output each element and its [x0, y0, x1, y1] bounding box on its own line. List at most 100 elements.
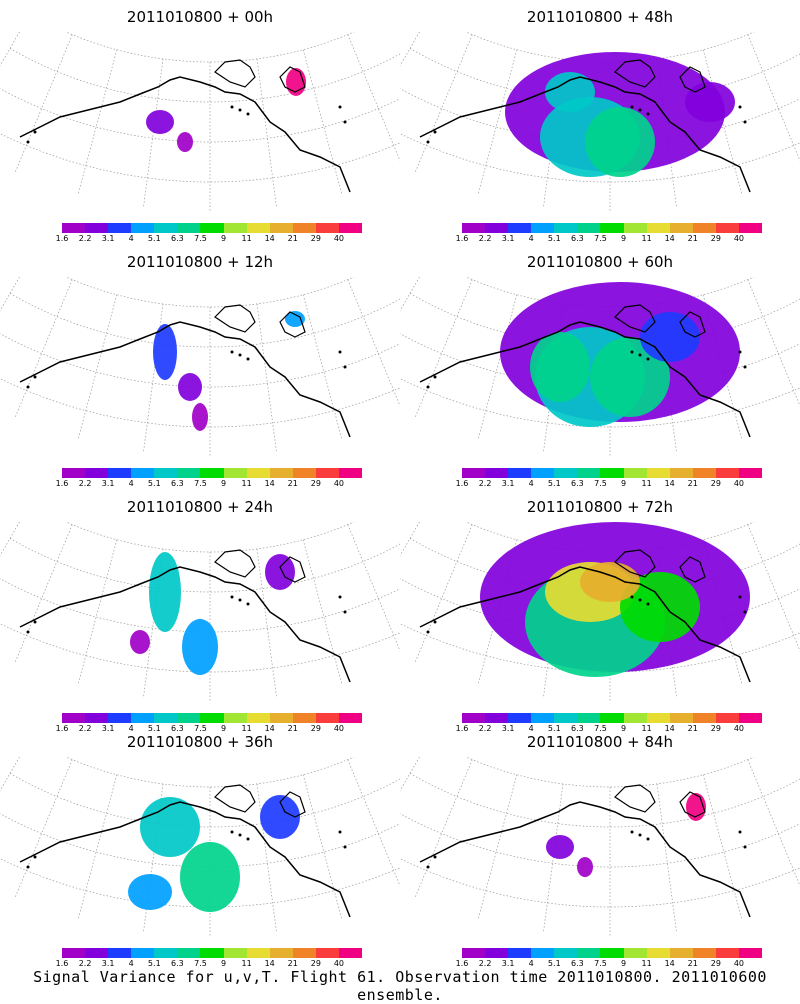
colorbar-swatch	[108, 468, 132, 478]
colorbar-swatch	[315, 948, 339, 958]
colorbar-swatch	[669, 948, 693, 958]
latitude-line	[0, 133, 400, 183]
colorbar-tick-label: 14	[264, 959, 275, 968]
polar-stereographic-map	[0, 32, 400, 212]
colorbar-swatch	[62, 223, 86, 233]
island	[230, 105, 234, 109]
island	[646, 112, 650, 116]
variance-contour	[640, 312, 700, 362]
colorbar-swatch	[600, 223, 624, 233]
colorbar-swatch	[623, 948, 647, 958]
meridian-line	[143, 58, 164, 208]
island	[638, 353, 642, 357]
forecast-panel: 2011010800 + 24h 1.6 2.2 3.1 4 5.1 6.3 7.5 9 11 14…	[0, 490, 400, 733]
colorbar-tick-label: 1.6	[455, 234, 469, 243]
colorbar-swatch	[131, 948, 155, 958]
forecast-panel: 2011010800 + 00h 1.6 2.2 3.1 4 5.1 6.3 7.5 9 11 14…	[0, 0, 400, 243]
island	[646, 357, 650, 361]
island	[630, 105, 634, 109]
meridian-line	[747, 524, 800, 652]
colorbar-tick-label: 29	[710, 234, 721, 243]
colorbar-tick-label: 5.1	[547, 479, 561, 488]
colorbar-swatch	[462, 223, 486, 233]
colorbar-labels: 1.6 2.2 3.1 4 5.1 6.3 7.5 9 11 14 21 29 40	[56, 234, 362, 244]
meridian-line	[400, 277, 420, 312]
island	[433, 375, 437, 379]
island	[343, 365, 347, 369]
polar-stereographic-map	[400, 757, 800, 937]
colorbar-swatch	[200, 223, 224, 233]
coastline	[419, 801, 751, 918]
colorbar-tick-label: 40	[333, 959, 345, 968]
island	[738, 105, 742, 109]
meridian-line	[302, 49, 343, 195]
colorbar-swatch	[292, 948, 316, 958]
hudson-bay-coast	[279, 556, 306, 583]
colorbar-swatch	[177, 948, 201, 958]
colorbar-tick-label: 7.5	[594, 479, 607, 488]
colorbar-tick-label: 21	[287, 234, 298, 243]
colorbar-tick-label: 2.2	[478, 959, 492, 968]
colorbar-tick-label: 40	[333, 724, 345, 733]
variance-contour	[146, 110, 174, 134]
island	[338, 595, 342, 599]
variance-contour	[620, 572, 700, 642]
colorbar-tick-label: 21	[287, 724, 298, 733]
meridian-line	[302, 774, 343, 920]
colorbar	[462, 948, 763, 958]
meridian-line	[77, 539, 118, 685]
colorbar-tick-label: 6.3	[171, 724, 184, 733]
colorbar-tick-label: 3.1	[101, 479, 115, 488]
colorbar-tick-label: 2.2	[78, 479, 92, 488]
colorbar-swatch	[223, 223, 247, 233]
colorbar-tick-label: 4	[128, 959, 134, 968]
colorbar-swatch	[315, 223, 339, 233]
island	[33, 620, 37, 624]
colorbar-swatch	[223, 468, 247, 478]
colorbar-swatch	[292, 223, 316, 233]
meridian-line	[400, 32, 420, 67]
meridian-line	[747, 279, 800, 407]
colorbar-swatch	[200, 948, 224, 958]
meridian-line	[143, 303, 164, 453]
island	[433, 620, 437, 624]
meridian-line	[656, 783, 677, 933]
island	[433, 855, 437, 859]
latitude-line	[65, 32, 355, 63]
colorbar-swatch	[315, 468, 339, 478]
colorbar-tick-label: 11	[641, 959, 652, 968]
polar-stereographic-map	[0, 522, 400, 702]
meridian-line	[400, 522, 420, 557]
meridian-line	[256, 303, 277, 453]
meridian-line	[390, 277, 400, 389]
colorbar-swatch	[577, 713, 601, 723]
colorbar-labels: 1.6 2.2 3.1 4 5.1 6.3 7.5 9 11 14 21 29 40	[456, 724, 762, 734]
colorbar-tick-label: 2.2	[78, 724, 92, 733]
forecast-panel: 2011010800 + 12h 1.6 2.2 3.1 4 5.1 6.3 7.5 9 11 14…	[0, 245, 400, 488]
arctic-islands	[214, 549, 256, 578]
colorbar-tick-label: 29	[710, 959, 721, 968]
hudson-bay-coast	[679, 791, 706, 818]
colorbar-swatch	[131, 468, 155, 478]
meridian-line	[477, 294, 518, 440]
colorbar-tick-label: 21	[687, 724, 698, 733]
colorbar-swatch	[508, 468, 532, 478]
latitude-line	[9, 48, 400, 103]
island	[638, 598, 642, 602]
colorbar-swatch	[669, 713, 693, 723]
colorbar-swatch	[531, 223, 555, 233]
colorbar-swatch	[154, 713, 178, 723]
colorbar-swatch	[62, 468, 86, 478]
colorbar-tick-label: 1.6	[55, 959, 69, 968]
island	[646, 837, 650, 841]
colorbar-swatch	[623, 223, 647, 233]
coastline	[419, 76, 751, 193]
latitude-line	[409, 773, 800, 828]
island	[343, 120, 347, 124]
colorbar-tick-label: 9	[220, 234, 227, 243]
colorbar-swatch	[269, 468, 293, 478]
island	[33, 375, 37, 379]
colorbar-tick-label: 9	[620, 959, 627, 968]
latitude-line	[65, 522, 355, 553]
colorbar-swatch	[692, 468, 716, 478]
